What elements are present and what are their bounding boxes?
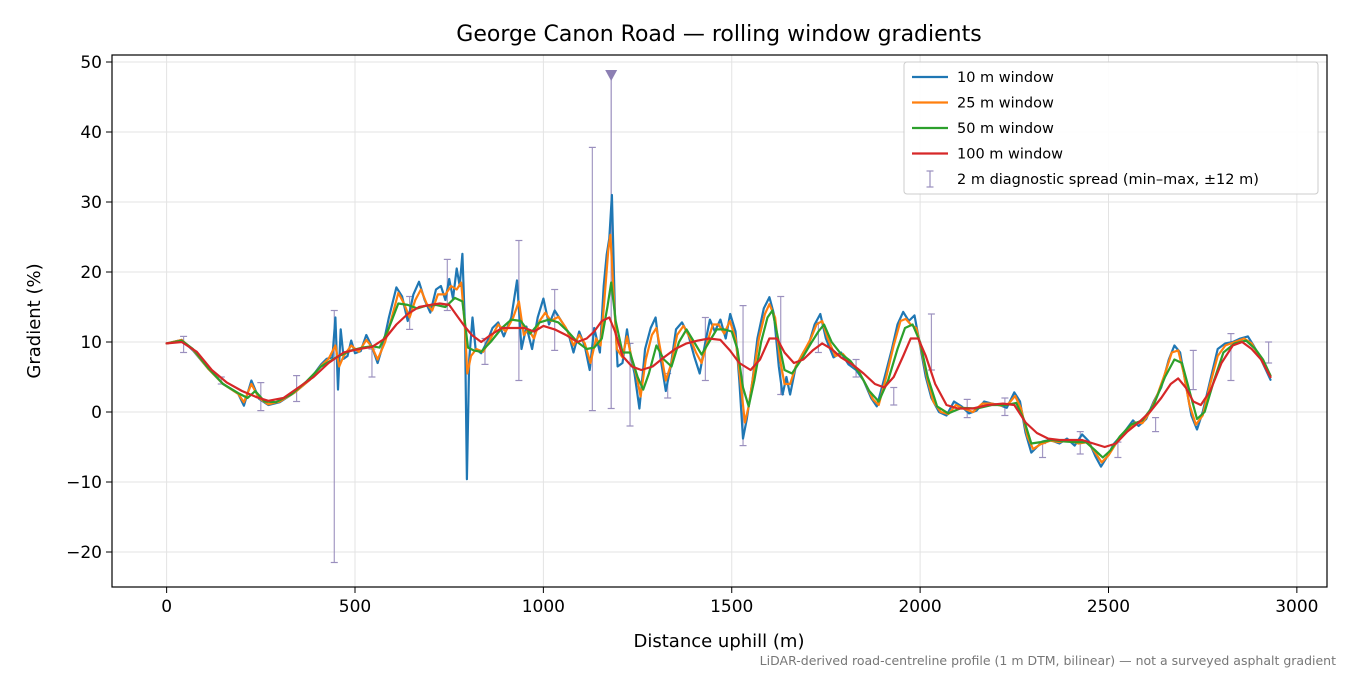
x-tick-label: 500	[339, 597, 371, 617]
clipped-marker	[605, 70, 618, 81]
y-axis-label: Gradient (%)	[24, 263, 45, 378]
legend-label: 50 m window	[957, 121, 1054, 137]
y-tick-label: 20	[80, 263, 102, 283]
y-tick-label: 30	[80, 193, 102, 213]
y-tick-label: 10	[80, 333, 102, 353]
series-line	[165, 281, 1272, 459]
legend-label: 25 m window	[957, 96, 1054, 112]
x-tick-label: 1000	[522, 597, 565, 617]
legend-box	[903, 61, 1319, 195]
legend-label: 2 m diagnostic spread (min–max, ±12 m)	[957, 172, 1259, 188]
y-tick-label: −10	[66, 473, 102, 493]
x-tick-label: 1500	[710, 597, 753, 617]
series-line	[165, 302, 1272, 449]
footnote: LiDAR-derived road-centreline profile (1…	[760, 653, 1336, 668]
legend-label: 10 m window	[957, 70, 1054, 86]
legend: 10 m window 25 m window 50 m window 100 m w…	[903, 61, 1319, 195]
series-group	[165, 193, 1272, 481]
y-tick-label: 0	[91, 403, 102, 423]
x-tick-label: 2000	[898, 597, 941, 617]
x-axis-label: Distance uphill (m)	[634, 631, 805, 652]
axis-ticks: 0 500 1000 1500 2000 2500 3000 −20 −10 0 10 20 30 40 5…	[66, 53, 1318, 617]
grid	[112, 55, 1327, 587]
legend-label: 100 m window	[957, 147, 1063, 163]
y-tick-label: 40	[80, 123, 102, 143]
plot-frame	[111, 54, 1328, 588]
y-tick-label: 50	[80, 53, 102, 73]
x-tick-label: 0	[161, 597, 172, 617]
y-tick-label: −20	[66, 543, 102, 563]
series-line	[165, 233, 1272, 464]
chart-title: George Canon Road — rolling window gradi…	[456, 22, 981, 47]
x-tick-label: 3000	[1275, 597, 1318, 617]
x-tick-label: 2500	[1087, 597, 1130, 617]
